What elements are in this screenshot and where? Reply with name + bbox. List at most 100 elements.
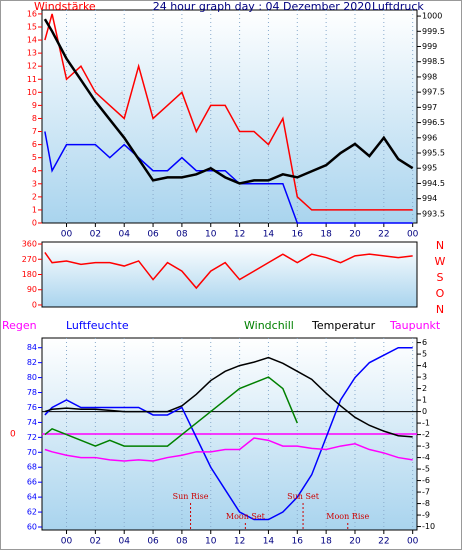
y2-tick-label: 3 [422,373,427,382]
y-tick-label: 9 [32,101,37,110]
y2-tick-label: -10 [422,522,435,531]
y2-tick-label: -2 [422,430,430,439]
y-tick-label: 7 [32,127,37,136]
series-line [44,437,413,462]
y2-tick-label: 5 [422,350,427,359]
x-tick-label: 16 [292,230,304,240]
x-tick-label: 12 [234,537,245,547]
y2-tick-label: 999.5 [422,27,445,36]
x-tick-label: 16 [292,537,304,547]
y-tick-label: 1 [32,205,37,214]
y-tick-label: 80 [27,373,37,382]
y2-tick-label: 995 [422,164,437,173]
direction-label: O [436,287,445,300]
legend-label: Taupunkt [389,319,441,332]
annotation: Moon Set [226,512,266,521]
series-line [43,18,414,185]
x-tick-label: 20 [349,537,361,547]
x-tick-label: 08 [176,230,188,240]
legend-label: Regen [2,319,37,332]
y-tick-label: 66 [27,478,37,487]
x-tick-label: 18 [320,230,332,240]
y2-tick-label: -3 [422,442,430,451]
x-tick-label: 12 [234,230,245,240]
y-tick-label: 14 [27,36,37,45]
direction-label: S [437,271,444,284]
y2-tick-label: -4 [422,453,430,462]
series-line [44,131,413,224]
y-tick-label: 0 [32,300,37,309]
annotation: Sun Set [287,492,320,501]
y-tick-label: 12 [27,62,37,71]
y2-axis-label: Luftdruck [372,0,424,13]
y-tick-label: 15 [27,22,37,31]
y2-tick-label: 997.5 [422,88,445,97]
y2-tick-label: -6 [422,476,430,485]
y2-tick-label: 4 [422,361,427,370]
series-line [44,376,298,447]
legend-label: Temperatur [311,319,376,332]
y-tick-label: 16 [27,9,37,18]
x-tick-label: 20 [349,230,361,240]
y-axis-label: Windstärke [34,0,96,13]
x-tick-label: 00 [407,537,419,547]
series-line [44,356,413,438]
x-tick-label: 02 [90,537,101,547]
direction-label: N [436,303,444,316]
y-tick-label: 6 [32,140,37,149]
x-tick-label: 14 [263,537,275,547]
y-tick-label: 180 [22,270,37,279]
y2-tick-label: 996.5 [422,118,445,127]
series-line [44,346,413,521]
y2-tick-label: 999 [422,42,437,51]
x-tick-label: 10 [205,230,217,240]
legend-label: Luftfeuchte [66,319,129,332]
y2-tick-label: 995.5 [422,149,445,158]
x-tick-label: 04 [118,230,130,240]
x-tick-label: 10 [205,537,217,547]
direction-label: W [435,255,446,268]
annotation: Moon Rise [326,512,369,521]
x-tick-label: 00 [61,537,73,547]
y-tick-label: 68 [27,463,37,472]
y2-tick-label: 1 [422,396,427,405]
plot-area [41,241,418,308]
y2-tick-label: 994.5 [422,179,445,188]
series-line [44,252,413,290]
y2-tick-label: -9 [422,511,430,520]
y-tick-label: 0 [32,219,37,228]
y2-tick-label: -8 [422,499,430,508]
y-tick-label: 5 [32,153,37,162]
y-tick-label: 11 [27,75,37,84]
y-tick-label: 90 [27,285,37,294]
y-tick-label: 3 [32,179,37,188]
x-tick-label: 06 [147,537,159,547]
y-tick-label: 84 [27,343,37,352]
x-tick-label: 04 [118,537,130,547]
x-tick-label: 06 [147,230,159,240]
y2-tick-label: 0 [422,407,427,416]
x-tick-label: 18 [320,537,332,547]
series-line [44,13,413,211]
y-tick-label: 2 [32,192,37,201]
y2-tick-label: 998.5 [422,57,445,66]
y-tick-label: 78 [27,388,37,397]
x-tick-label: 22 [378,537,389,547]
plot-area [41,9,418,224]
x-tick-label: 08 [176,537,188,547]
y2-tick-label: -5 [422,465,430,474]
y-tick-label: 10 [27,88,37,97]
y-tick-label: 62 [27,508,37,517]
y-tick-label: 270 [22,255,37,264]
y-tick-label: 13 [27,49,37,58]
y-tick-label: 70 [27,448,37,457]
x-tick-label: 00 [407,230,419,240]
x-tick-label: 00 [61,230,73,240]
y2-tick-label: 993.5 [422,209,445,218]
y2-tick-label: 2 [422,384,427,393]
y-tick-label: 4 [32,166,37,175]
y-tick-label: 360 [22,240,37,249]
rain-tick-label: 0 [10,430,16,440]
y-tick-label: 72 [27,433,37,442]
y-tick-label: 76 [27,403,37,412]
